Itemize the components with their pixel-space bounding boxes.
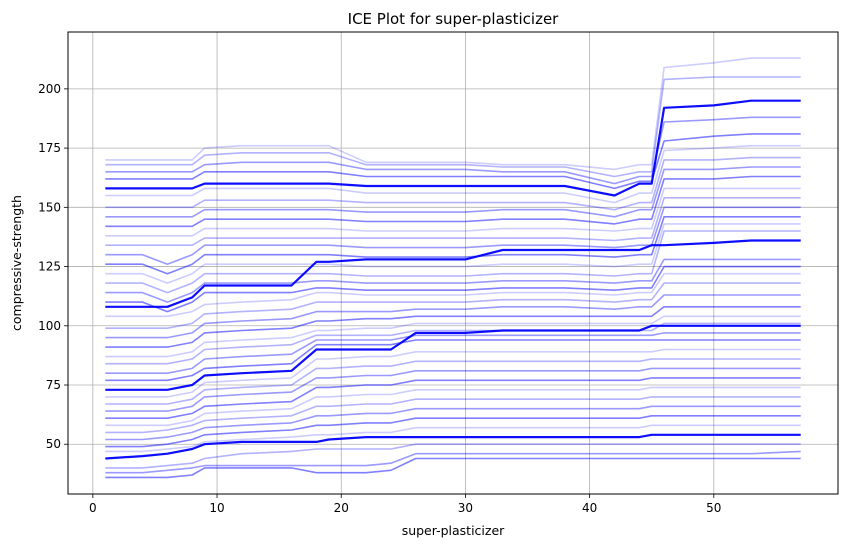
ice-line — [105, 76, 801, 178]
ice-line — [105, 358, 801, 405]
y-tick-label: 125 — [38, 260, 61, 274]
ice-line — [105, 282, 801, 330]
ice-line — [105, 216, 801, 275]
ice-line — [105, 239, 801, 308]
x-tick-label: 30 — [458, 501, 473, 515]
x-tick-label: 20 — [334, 501, 349, 515]
ice-line — [105, 206, 801, 266]
ice-line — [105, 348, 801, 398]
ice-line — [105, 197, 801, 246]
ice-line — [105, 187, 801, 237]
y-tick-label: 175 — [38, 141, 61, 155]
y-tick-label: 200 — [38, 82, 61, 96]
ice-line — [105, 450, 801, 474]
ice-line — [105, 414, 801, 448]
ice-line — [105, 166, 801, 218]
ice-line — [105, 332, 801, 375]
ice-line — [105, 99, 801, 197]
ice-line — [105, 396, 801, 434]
ice-line — [105, 265, 801, 313]
y-tick-label: 150 — [38, 200, 61, 214]
ice-line — [105, 433, 801, 460]
x-tick-label: 10 — [209, 501, 224, 515]
ice-line — [105, 315, 801, 358]
x-tick-label: 40 — [582, 501, 597, 515]
y-tick-label: 100 — [38, 319, 61, 333]
axes — [67, 31, 839, 495]
ice-line — [105, 457, 801, 479]
ice-line — [105, 294, 801, 339]
ice-line — [105, 116, 801, 185]
y-tick-label: 50 — [46, 437, 61, 451]
ice-line — [105, 144, 801, 204]
ticks: 0 10 20 30 40 50 50 75 100 125 150 175 200 — [38, 82, 721, 515]
ice-line — [105, 175, 801, 228]
y-axis-label: compressive-strength — [9, 195, 24, 331]
ice-line — [105, 133, 801, 190]
ice-line — [105, 305, 801, 348]
ice-line — [105, 258, 801, 303]
x-tick-label: 0 — [89, 501, 97, 515]
ice-line — [105, 424, 801, 453]
chart-title: ICE Plot for super-plasticizer — [348, 10, 560, 28]
y-tick-label: 75 — [46, 378, 61, 392]
ice-line — [105, 57, 801, 171]
x-axis-label: super-plasticizer — [402, 523, 505, 538]
x-tick-label: 50 — [706, 501, 721, 515]
ice-line — [105, 377, 801, 420]
ice-line — [105, 339, 801, 382]
ice-line — [105, 223, 801, 284]
ice-line — [105, 405, 801, 441]
ice-lines — [105, 57, 801, 479]
ice-line — [105, 367, 801, 412]
ice-line — [105, 324, 801, 391]
ice-line — [105, 272, 801, 318]
ice-line — [105, 230, 801, 294]
ice-line — [105, 156, 801, 211]
ice-line — [105, 386, 801, 427]
ice-line — [105, 322, 801, 365]
ice-line — [105, 443, 801, 469]
plot-frame — [67, 31, 839, 495]
